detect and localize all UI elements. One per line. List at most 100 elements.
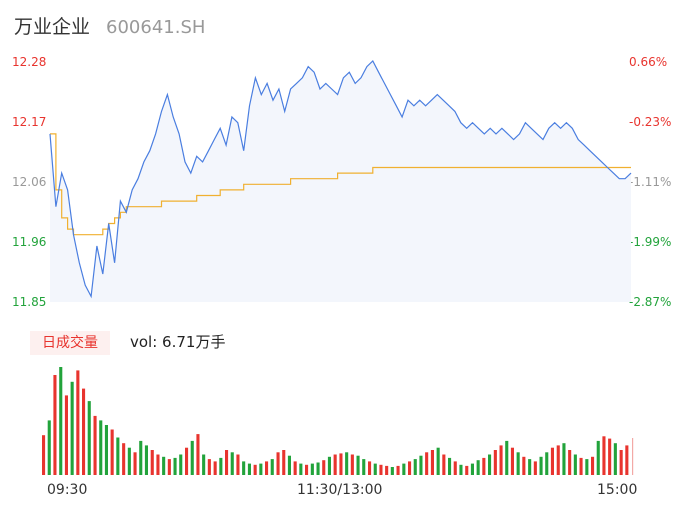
volume-bar bbox=[242, 461, 246, 475]
y-tick-right: -1.99% bbox=[629, 235, 672, 249]
volume-bar bbox=[127, 447, 131, 475]
price-line bbox=[49, 60, 632, 299]
volume-bar bbox=[276, 452, 280, 475]
volume-bar bbox=[608, 438, 612, 475]
stock-name: 万业企业 bbox=[14, 16, 91, 38]
volume-bar bbox=[110, 429, 114, 475]
y-tick-left: 11.85 bbox=[12, 295, 47, 309]
volume-bar bbox=[230, 452, 234, 475]
stock-code: 600641.SH bbox=[106, 17, 206, 38]
volume-bar bbox=[539, 456, 543, 475]
volume-bar bbox=[499, 445, 503, 475]
x-tick-midday: 11:30/13:00 bbox=[297, 482, 383, 498]
volume-bar bbox=[213, 461, 217, 475]
volume-bar bbox=[545, 452, 549, 475]
volume-bar bbox=[53, 375, 57, 475]
volume-bar bbox=[350, 454, 354, 475]
volume-bar bbox=[82, 388, 86, 475]
volume-bar bbox=[70, 381, 74, 475]
volume-bar bbox=[413, 459, 417, 475]
volume-bar bbox=[522, 456, 526, 475]
volume-bar bbox=[619, 450, 623, 475]
volume-bar bbox=[185, 447, 189, 475]
volume-bar bbox=[562, 443, 566, 475]
volume-bar bbox=[436, 447, 440, 475]
volume-bar bbox=[207, 459, 211, 475]
volume-bar bbox=[516, 452, 520, 475]
volume-bar bbox=[225, 450, 229, 475]
volume-bar bbox=[116, 437, 120, 475]
volume-bar bbox=[196, 434, 200, 475]
y-tick-right: -0.23% bbox=[629, 115, 672, 129]
volume-bar bbox=[368, 461, 372, 475]
volume-bar bbox=[613, 443, 617, 475]
volume-bar bbox=[76, 370, 80, 475]
volume-bar bbox=[104, 425, 108, 475]
volume-bar bbox=[322, 460, 326, 475]
volume-bar bbox=[162, 456, 166, 475]
volume-bar bbox=[59, 367, 63, 475]
volume-bar bbox=[453, 461, 457, 475]
volume-bar bbox=[379, 464, 383, 475]
volume-bar bbox=[156, 454, 160, 475]
y-tick-left: 12.06 bbox=[12, 175, 47, 189]
volume-bar bbox=[430, 450, 434, 475]
x-tick-close: 15:00 bbox=[597, 482, 638, 498]
volume-bar bbox=[408, 461, 412, 475]
volume-bar bbox=[488, 454, 492, 475]
volume-bar bbox=[202, 454, 206, 475]
volume-bar bbox=[528, 459, 532, 475]
volume-bar bbox=[316, 462, 320, 475]
y-tick-left: 12.28 bbox=[12, 55, 47, 69]
volume-bar-latest bbox=[632, 438, 634, 475]
y-tick-right: -2.87% bbox=[629, 295, 672, 309]
volume-text: vol: 6.71万手 bbox=[130, 333, 226, 351]
volume-bar bbox=[282, 450, 286, 475]
volume-bar bbox=[505, 440, 509, 475]
volume-bar bbox=[287, 455, 291, 475]
volume-bar bbox=[425, 452, 429, 475]
volume-bar bbox=[253, 464, 257, 475]
y-tick-right: -1.11% bbox=[629, 175, 672, 189]
volume-bar bbox=[93, 415, 97, 475]
volume-bar bbox=[173, 457, 177, 475]
x-tick-open: 09:30 bbox=[47, 482, 88, 498]
volume-bar bbox=[568, 450, 572, 475]
volume-bar bbox=[385, 465, 389, 475]
avg-price-line bbox=[50, 133, 631, 236]
volume-bar bbox=[591, 456, 595, 475]
y-tick-right: 0.66% bbox=[629, 55, 668, 69]
volume-bar bbox=[362, 459, 366, 475]
volume-bar bbox=[573, 454, 577, 475]
volume-bar bbox=[150, 450, 154, 475]
volume-bar bbox=[293, 461, 297, 475]
volume-bar bbox=[139, 440, 143, 475]
volume-bar bbox=[339, 453, 343, 475]
volume-bar bbox=[510, 447, 514, 475]
volume-bar bbox=[310, 463, 314, 475]
volume-bar bbox=[219, 457, 223, 475]
volume-bar bbox=[345, 452, 349, 475]
volume-bar bbox=[144, 445, 148, 475]
stock-header: 万业企业 600641.SH bbox=[14, 12, 205, 42]
volume-bar bbox=[265, 461, 269, 475]
volume-bar bbox=[179, 454, 183, 475]
volume-bar bbox=[247, 463, 251, 475]
volume-bar bbox=[476, 460, 480, 475]
volume-bar bbox=[585, 459, 589, 475]
volume-badge: 日成交量 bbox=[30, 331, 110, 355]
volume-bar bbox=[133, 452, 137, 475]
volume-bar bbox=[167, 459, 171, 475]
volume-bar bbox=[259, 463, 263, 475]
volume-bar bbox=[122, 443, 126, 475]
volume-bar bbox=[625, 445, 629, 475]
volume-bar bbox=[42, 435, 46, 475]
volume-bar bbox=[190, 440, 194, 475]
volume-bar bbox=[550, 447, 554, 475]
volume-bar bbox=[470, 463, 474, 475]
volume-bar bbox=[299, 463, 303, 475]
volume-bar bbox=[459, 464, 463, 475]
volume-bar bbox=[236, 454, 240, 475]
volume-bar bbox=[64, 395, 68, 475]
